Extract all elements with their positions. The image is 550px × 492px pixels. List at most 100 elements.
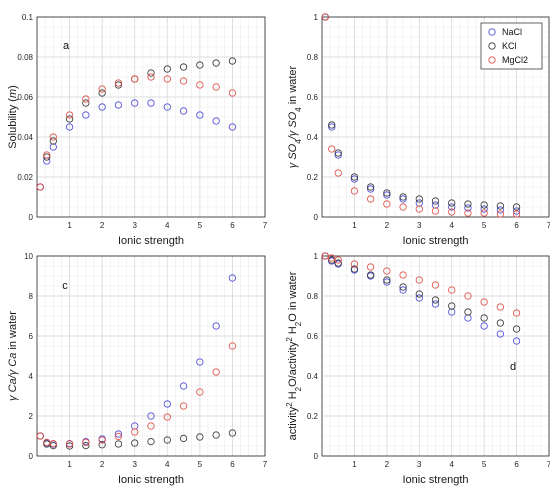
legend-label: MgCl2 (502, 55, 528, 65)
y-tick-label: 0.1 (22, 13, 34, 22)
data-point (228, 429, 237, 437)
y-axis-label-part: Solubility ( (7, 98, 19, 149)
data-point (415, 205, 423, 213)
data-point (131, 439, 139, 447)
data-point (431, 300, 440, 308)
y-axis-label-part: 2 (285, 402, 294, 407)
panel-label: d (510, 361, 516, 373)
y-tick-label: 0.08 (17, 53, 33, 62)
data-point (82, 438, 90, 447)
data-point (480, 322, 488, 330)
y-axis-label-part: H (287, 326, 299, 337)
data-point (212, 59, 220, 67)
data-point (98, 103, 106, 111)
data-point (179, 434, 188, 443)
data-point (350, 260, 359, 268)
y-tick-label: 0.06 (17, 93, 33, 102)
data-point (448, 208, 456, 216)
x-tick-label: 3 (417, 221, 422, 230)
data-point (350, 173, 359, 181)
legend-marker (488, 42, 496, 50)
data-point (147, 412, 155, 420)
series-mgcl2 (321, 13, 521, 218)
data-point (496, 319, 504, 327)
data-point (328, 123, 336, 131)
data-point (65, 111, 74, 119)
panel-c: 1 2 3 4 5 6 7 0 2 4 6 8 10 Ionic strength γ Ca/γ Ca in… (7, 252, 268, 486)
data-point (399, 271, 407, 279)
data-point (512, 325, 521, 333)
x-tick-label: 2 (100, 221, 105, 230)
x-axis-label: Ionic strength (402, 235, 468, 247)
data-point (350, 265, 359, 273)
data-point (196, 358, 204, 366)
data-point (163, 65, 171, 73)
data-point (496, 206, 504, 214)
data-point (179, 77, 188, 85)
x-axis-label: Ionic strength (118, 474, 184, 486)
y-axis-label: activity2 H2O/activity2 H2O in water (285, 271, 303, 440)
legend-box (480, 22, 543, 70)
x-tick-label: 2 (100, 460, 105, 469)
legend-marker (488, 56, 496, 64)
data-point (512, 207, 521, 215)
y-tick-label: 0 (314, 452, 319, 461)
x-tick-label: 5 (198, 221, 203, 230)
data-point (448, 199, 456, 207)
x-tick-label: 4 (449, 460, 454, 469)
data-point (328, 121, 336, 129)
legend-label: NaCl (502, 27, 522, 37)
y-axis-label-part: /γ SO (287, 111, 299, 140)
series-mgcl2 (36, 73, 237, 191)
y-tick-label: 1 (314, 252, 319, 261)
legend-marker (488, 28, 496, 36)
data-point (196, 388, 204, 396)
data-point (328, 145, 336, 153)
data-point (321, 13, 329, 21)
data-point (399, 286, 407, 294)
data-point (228, 123, 237, 131)
data-point (431, 296, 440, 304)
data-point (98, 441, 106, 449)
x-tick-label: 3 (132, 221, 137, 230)
x-tick-label: 6 (514, 460, 519, 469)
data-point (98, 85, 106, 93)
data-point (480, 314, 488, 322)
data-point (512, 337, 521, 345)
x-tick-label: 3 (132, 460, 137, 469)
x-tick-label: 1 (67, 460, 72, 469)
y-axis-label-part: γ Ca/γ Ca (7, 353, 19, 401)
data-point (496, 330, 504, 338)
data-point (431, 281, 440, 289)
panel-a: 1 2 3 4 5 6 7 0 0.02 0.04 0.06 0.08 0.1 Ionic strengt… (7, 13, 268, 247)
y-axis-label-part: activity (287, 406, 299, 440)
x-axis-label: Ionic strength (118, 235, 184, 247)
y-tick-label: 0.8 (307, 53, 319, 62)
data-point (383, 278, 391, 286)
data-point (367, 263, 375, 271)
axes-box (36, 255, 266, 457)
panel-d: 1 2 3 4 5 6 7 0 0.2 0.4 0.6 0.8 1 Ionic strength activ… (285, 252, 550, 486)
y-axis-label: γ SO4/γ SO4 in water (287, 65, 303, 168)
y-tick-label: 1 (314, 13, 319, 22)
data-point (328, 254, 336, 262)
data-point (512, 210, 521, 218)
x-tick-label: 4 (165, 460, 170, 469)
data-point (98, 436, 106, 444)
data-point (228, 274, 237, 282)
y-tick-label: 0.6 (307, 93, 319, 102)
y-axis-label-part: O in water (287, 271, 299, 321)
y-axis-label: γ Ca/γ Ca in water (7, 311, 19, 401)
data-point (43, 153, 51, 161)
data-point (367, 183, 375, 191)
x-tick-label: 7 (547, 221, 550, 230)
data-point (49, 133, 57, 141)
data-point (399, 193, 407, 201)
data-point (212, 368, 220, 376)
data-point (65, 442, 74, 450)
data-point (496, 202, 504, 210)
data-point (350, 175, 359, 183)
data-point (228, 57, 237, 65)
data-point (334, 151, 342, 159)
y-tick-label: 0.8 (307, 292, 319, 301)
